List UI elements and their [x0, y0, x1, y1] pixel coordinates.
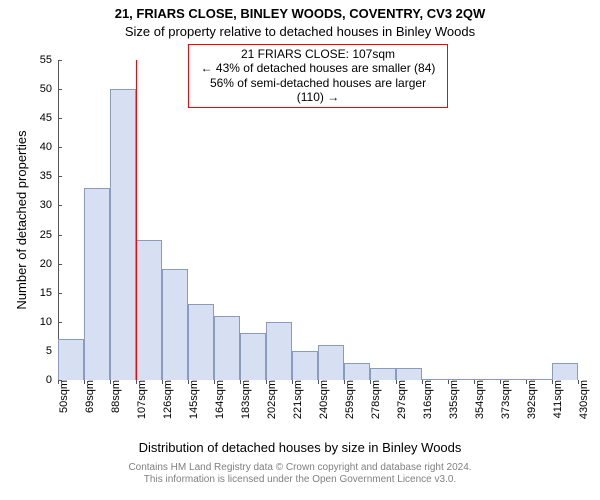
y-tick-mark — [58, 118, 62, 119]
x-tick-label: 202sqm — [266, 380, 278, 419]
y-tick-mark — [58, 322, 62, 323]
x-tick-label: 88sqm — [110, 380, 122, 413]
histogram-bar — [110, 89, 136, 380]
y-tick-label: 30 — [40, 199, 58, 211]
x-tick-label: 373sqm — [500, 380, 512, 419]
footer-line-2: This information is licensed under the O… — [0, 474, 600, 486]
x-tick-label: 297sqm — [396, 380, 408, 419]
y-tick-label: 40 — [40, 141, 58, 153]
histogram-bar — [188, 304, 214, 380]
y-tick-label: 35 — [40, 170, 58, 182]
y-tick-mark — [58, 147, 62, 148]
y-tick-label: 10 — [40, 316, 58, 328]
x-tick-label: 316sqm — [422, 380, 434, 419]
footer: Contains HM Land Registry data © Crown c… — [0, 462, 600, 486]
y-tick-label: 5 — [46, 345, 58, 357]
x-tick-label: 107sqm — [136, 380, 148, 419]
x-tick-label: 183sqm — [240, 380, 252, 419]
y-tick-label: 25 — [40, 229, 58, 241]
y-tick-mark — [58, 89, 62, 90]
x-tick-label: 69sqm — [84, 380, 96, 413]
histogram-bar — [318, 345, 344, 380]
y-tick-mark — [58, 235, 62, 236]
histogram-bar — [552, 363, 578, 380]
chart-subtitle: Size of property relative to detached ho… — [0, 24, 600, 39]
y-tick-label: 20 — [40, 258, 58, 270]
address-title: 21, FRIARS CLOSE, BINLEY WOODS, COVENTRY… — [0, 6, 600, 21]
y-axis-line — [58, 60, 59, 380]
y-tick-mark — [58, 264, 62, 265]
x-tick-label: 50sqm — [58, 380, 70, 413]
histogram-bar — [58, 339, 84, 380]
x-tick-label: 164sqm — [214, 380, 226, 419]
x-tick-label: 126sqm — [162, 380, 174, 419]
highlight-line — [136, 60, 137, 380]
y-tick-label: 0 — [46, 374, 58, 386]
y-tick-label: 50 — [40, 83, 58, 95]
annotation-line-1: 21 FRIARS CLOSE: 107sqm — [195, 47, 441, 61]
x-axis-label: Distribution of detached houses by size … — [0, 440, 600, 455]
histogram-bar — [292, 351, 318, 380]
annotation-line-3: 56% of semi-detached houses are larger (… — [195, 76, 441, 105]
histogram-bar — [344, 363, 370, 380]
x-tick-label: 145sqm — [188, 380, 200, 419]
y-axis-label: Number of detached properties — [14, 60, 29, 380]
x-tick-label: 278sqm — [370, 380, 382, 419]
x-tick-label: 259sqm — [344, 380, 356, 419]
plot-area: 051015202530354045505550sqm69sqm88sqm107… — [58, 60, 578, 380]
annotation-box: 21 FRIARS CLOSE: 107sqm← 43% of detached… — [188, 44, 448, 108]
y-tick-mark — [58, 293, 62, 294]
histogram-bar — [136, 240, 162, 380]
histogram-bar — [266, 322, 292, 380]
annotation-line-2: ← 43% of detached houses are smaller (84… — [195, 61, 441, 75]
histogram-bar — [84, 188, 110, 380]
y-tick-label: 45 — [40, 112, 58, 124]
histogram-bar — [214, 316, 240, 380]
chart-container: { "address_title": "21, FRIARS CLOSE, BI… — [0, 0, 600, 500]
x-tick-label: 221sqm — [292, 380, 304, 419]
histogram-bar — [162, 269, 188, 380]
footer-line-1: Contains HM Land Registry data © Crown c… — [0, 462, 600, 474]
histogram-bar — [396, 368, 422, 380]
x-tick-label: 335sqm — [448, 380, 460, 419]
y-tick-mark — [58, 205, 62, 206]
x-tick-label: 411sqm — [552, 380, 564, 418]
y-tick-label: 15 — [40, 287, 58, 299]
y-tick-mark — [58, 60, 62, 61]
x-tick-label: 240sqm — [318, 380, 330, 419]
y-tick-mark — [58, 176, 62, 177]
histogram-bar — [240, 333, 266, 380]
x-tick-label: 430sqm — [578, 380, 590, 419]
y-tick-label: 55 — [40, 54, 58, 66]
x-tick-label: 392sqm — [526, 380, 538, 419]
x-tick-label: 354sqm — [474, 380, 486, 419]
histogram-bar — [370, 368, 396, 380]
